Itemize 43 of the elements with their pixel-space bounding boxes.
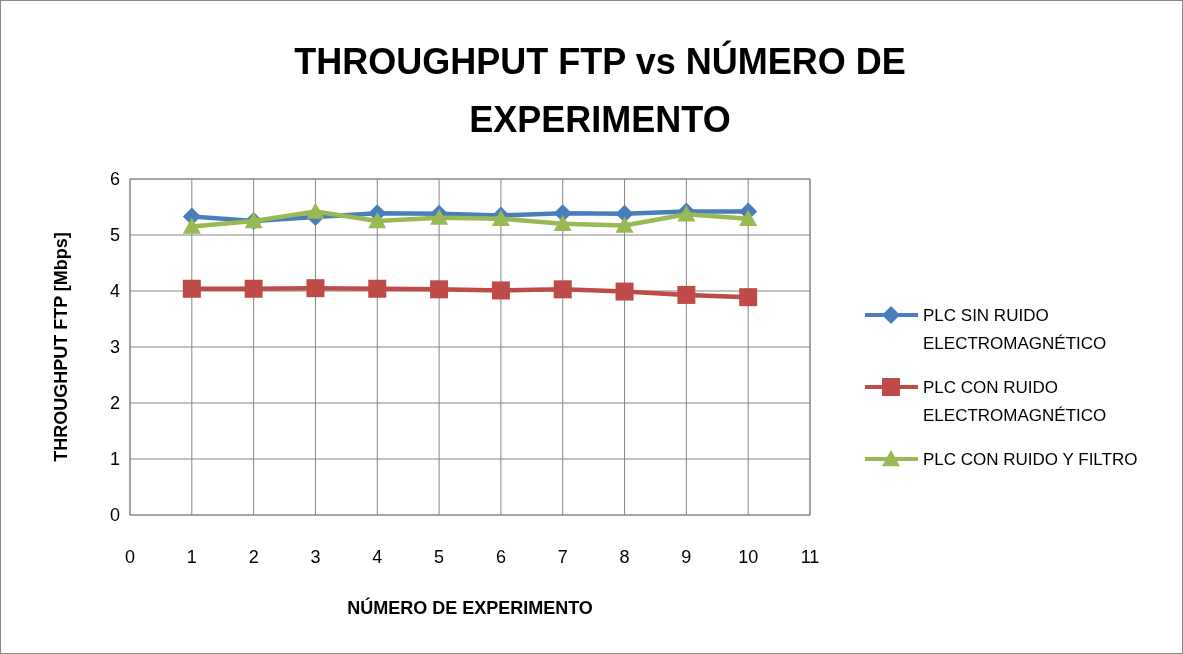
point — [430, 208, 449, 225]
y-axis-title: THROUGHPUT FTP [Mbps] — [51, 232, 71, 462]
y-tick-label: 1 — [109, 449, 120, 470]
point — [491, 281, 510, 300]
y-tick-label: 0 — [109, 505, 120, 526]
x-tick-label: 11 — [800, 547, 820, 567]
x-tick-label: 9 — [681, 547, 692, 567]
x-tick-label: 8 — [619, 547, 630, 567]
x-tick-label: 7 — [557, 547, 568, 567]
point — [739, 209, 758, 226]
x-tick-label: 4 — [372, 547, 383, 567]
y-tick-label: 2 — [109, 393, 120, 414]
point — [182, 279, 201, 298]
x-tick-label: 3 — [310, 547, 321, 567]
y-tick-label: 6 — [109, 169, 120, 190]
point — [739, 288, 758, 307]
point — [615, 282, 634, 301]
chart-title: THROUGHPUT FTP vs NÚMERO DE EXPERIMENTO — [294, 40, 906, 140]
x-axis-title: NÚMERO DE EXPERIMENTO — [347, 597, 593, 618]
y-tick-label: 3 — [109, 337, 120, 358]
point — [244, 279, 263, 298]
point — [430, 280, 449, 299]
legend-label: PLC CON RUIDO Y FILTRO — [923, 450, 1138, 469]
point — [553, 214, 572, 231]
point — [615, 216, 634, 233]
point — [306, 279, 325, 298]
point — [677, 285, 696, 304]
x-tick-label: 2 — [248, 547, 259, 567]
point — [615, 204, 634, 223]
x-tick-label: 10 — [738, 547, 759, 567]
x-tick-label: 0 — [124, 547, 136, 567]
x-tick-label: 6 — [495, 547, 506, 567]
point — [182, 217, 201, 234]
x-tick-label: 1 — [186, 547, 197, 567]
point — [368, 279, 387, 298]
point — [306, 202, 325, 219]
legend-label: PLC CON RUIDO ELECTROMAGNÉTICO — [923, 378, 1107, 425]
x-tick-label: 5 — [434, 547, 445, 567]
y-tick-label: 4 — [109, 281, 120, 302]
point — [553, 280, 572, 299]
point — [368, 212, 387, 229]
y-tick-label: 5 — [109, 225, 120, 246]
legend-label: PLC SIN RUIDO ELECTROMAGNÉTICO — [923, 306, 1107, 353]
